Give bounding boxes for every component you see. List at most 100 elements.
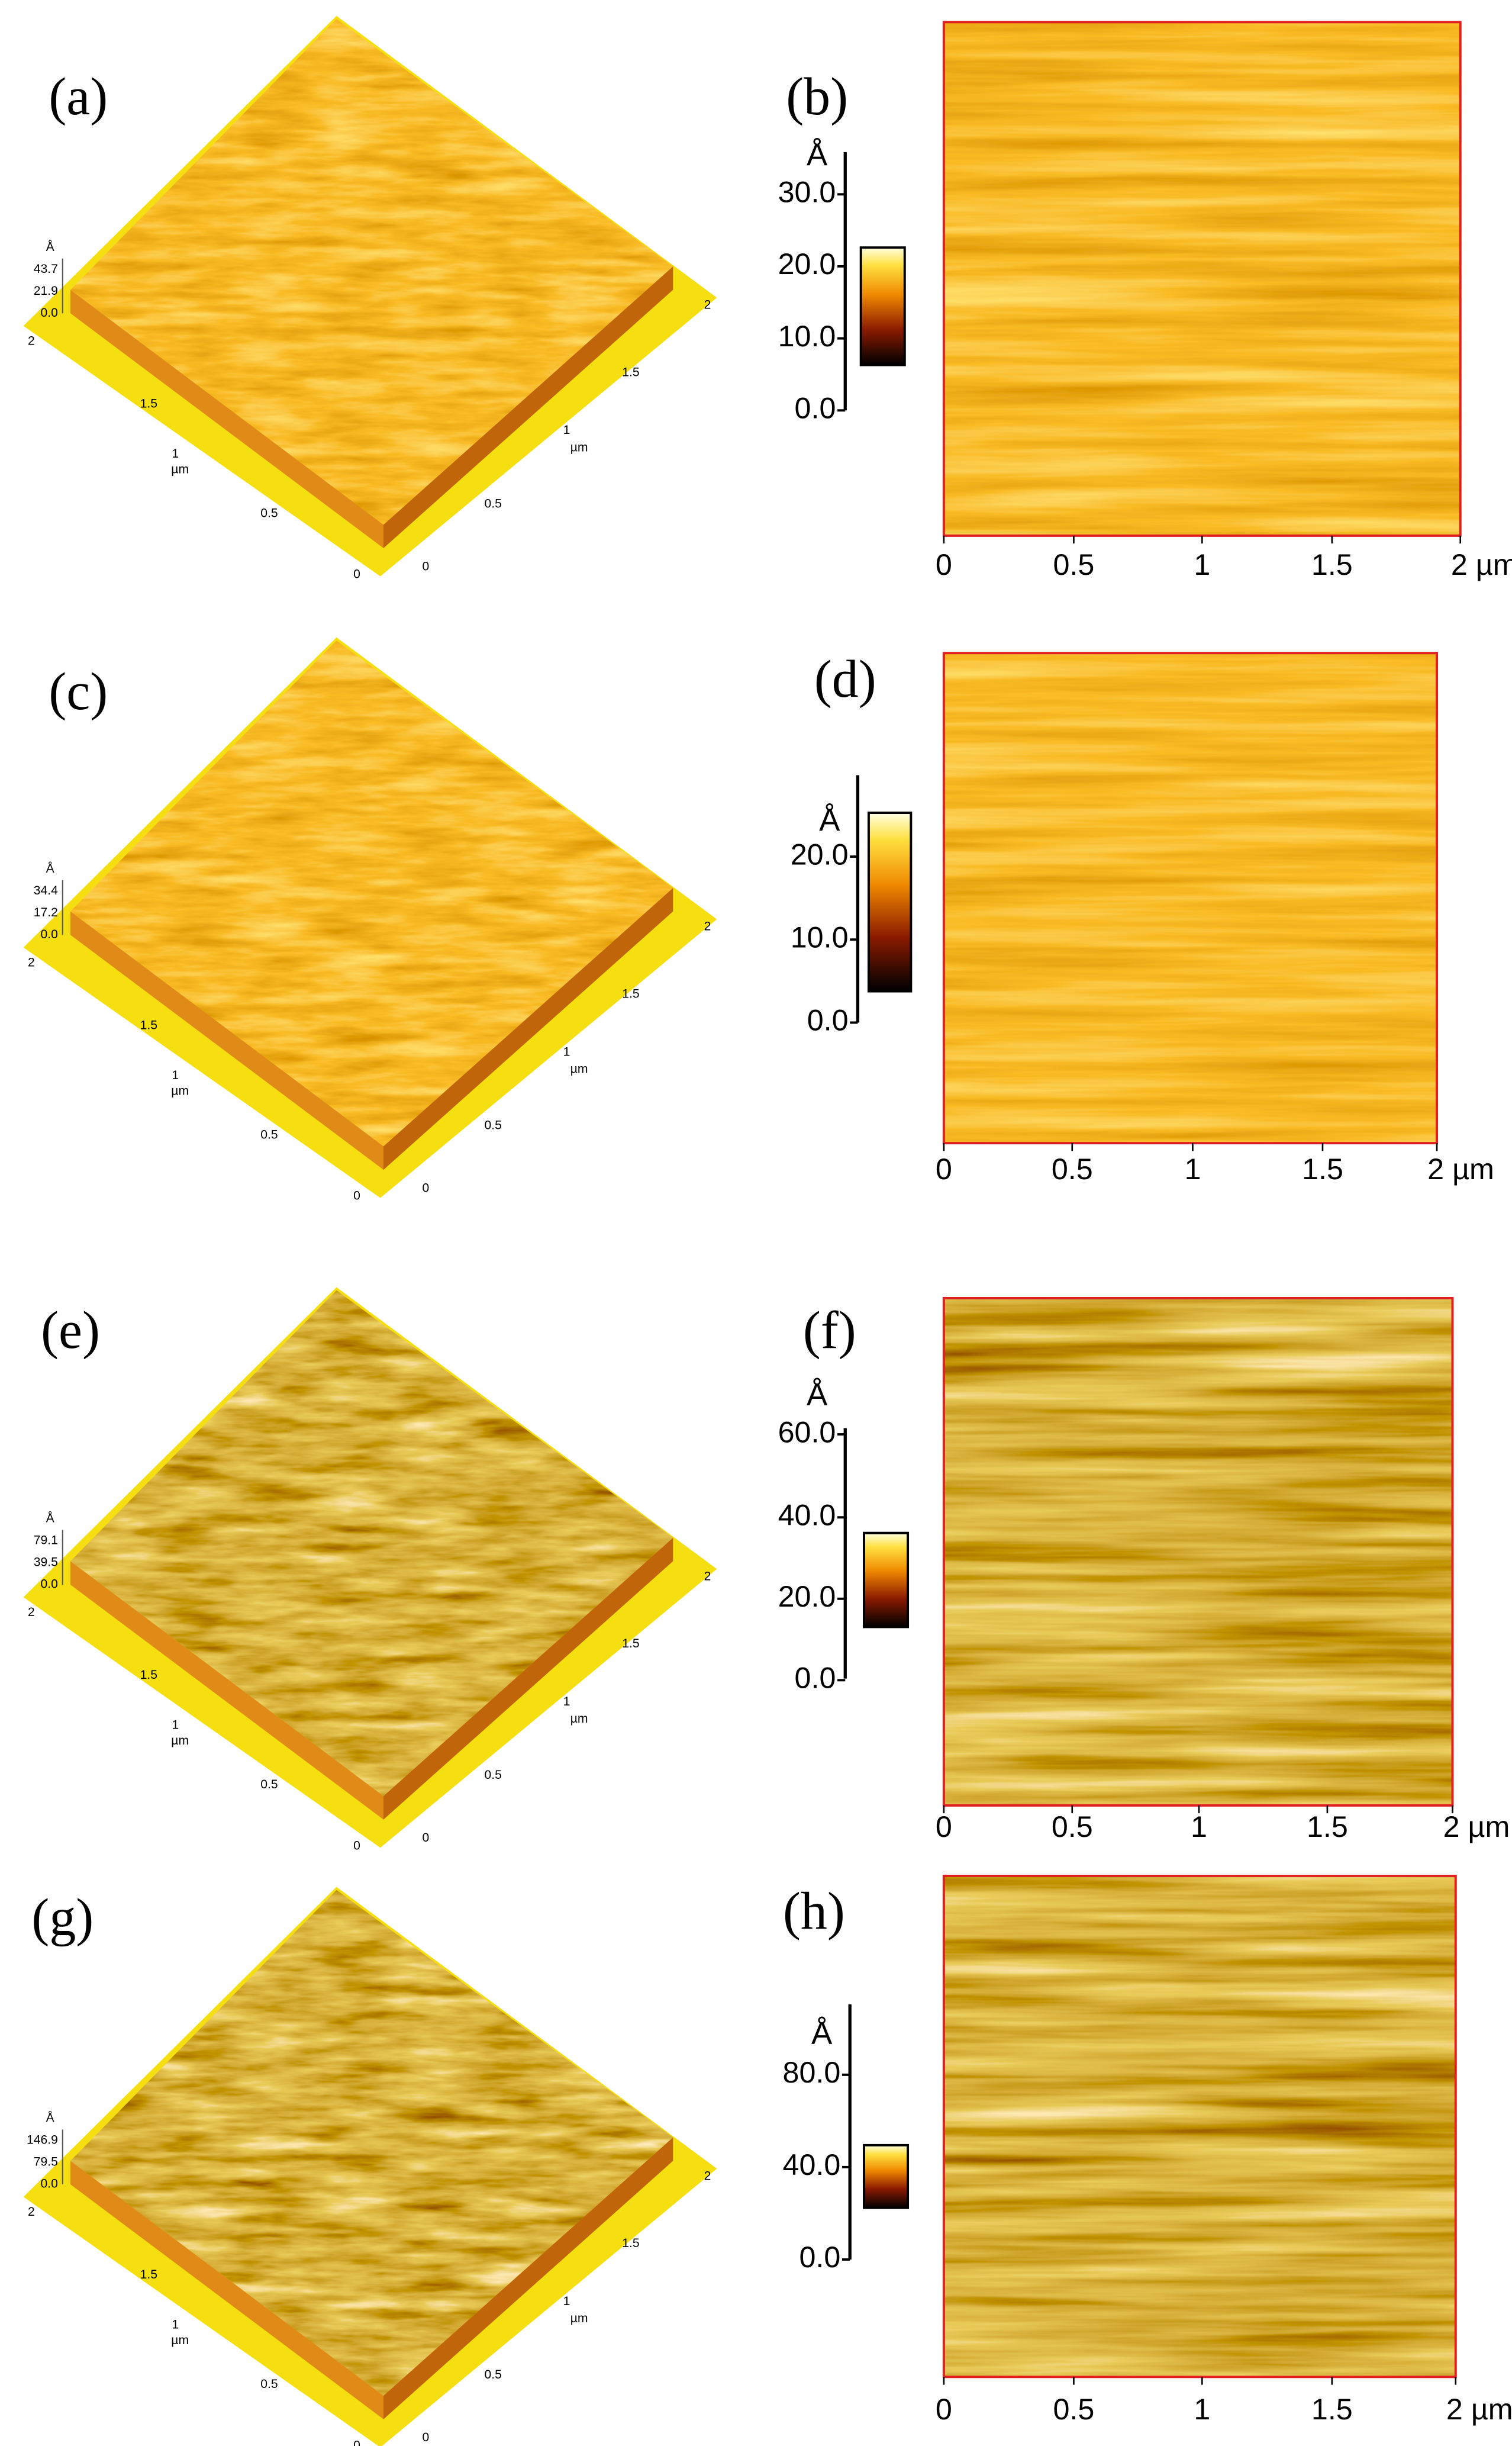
axis-label: µm [171, 2334, 189, 2347]
axis-label: 0.5 [484, 497, 501, 511]
axis-label: 2 [704, 298, 711, 312]
z-tick-label: 39.5 [34, 1556, 58, 1569]
axis-label: 0.5 [260, 1778, 278, 1791]
z-tick-label: 79.1 [34, 1534, 58, 1547]
scale-unit: Å [811, 2016, 833, 2051]
x-tick-label: 0.5 [1053, 548, 1094, 581]
panel-label: (d) [814, 650, 876, 709]
axis-label: 2 [704, 2169, 711, 2183]
side-face [383, 2137, 673, 2419]
z-unit: Å [46, 861, 55, 876]
scale-tick-label: 20.0 [778, 1580, 836, 1613]
axis-label: 2 [704, 1569, 711, 1583]
z-tick-label: 0.0 [40, 2177, 57, 2191]
axis-label: 1 [172, 1718, 179, 1732]
scale-tick-label: 30.0 [778, 176, 836, 209]
z-tick-label: 79.5 [34, 2155, 58, 2169]
panel-label: (c) [49, 662, 108, 721]
axis-label: µm [570, 2312, 588, 2325]
side-face [70, 289, 384, 549]
x-tick-label: 0 [936, 2393, 952, 2426]
z-tick-label: 0.0 [40, 306, 57, 320]
axis-label: 1.5 [140, 1018, 157, 1032]
axis-label: µm [171, 1734, 189, 1747]
afm-image [943, 22, 1461, 536]
z-tick-label: 34.4 [34, 884, 58, 897]
z-unit: Å [46, 240, 55, 254]
scale-tick-label: 20.0 [791, 838, 849, 871]
axis-label: 1.5 [622, 2236, 639, 2250]
axis-label: µm [570, 1712, 588, 1726]
axis-label: 0.5 [484, 1119, 501, 1132]
panel-label: (a) [49, 67, 108, 126]
scale-tick-label: 10.0 [778, 320, 836, 353]
panel-label: (f) [803, 1301, 856, 1360]
axis-label: 1 [172, 447, 179, 461]
side-face [383, 887, 673, 1170]
axis-label: 0 [423, 559, 430, 573]
scale-tick-label: 0.0 [807, 1004, 849, 1037]
axis-label: 0 [423, 1831, 430, 1845]
x-tick-label: 1.5 [1311, 2393, 1353, 2426]
axis-label: 1.5 [622, 1637, 639, 1650]
axis-label: 0 [353, 1189, 360, 1203]
x-tick-label: 0 [936, 1153, 952, 1186]
axis-label: 0 [353, 568, 360, 581]
image-border [942, 1874, 1457, 2379]
axis-label: 1 [563, 1045, 570, 1058]
axis-label: 1.5 [622, 365, 639, 379]
axis-label: 0.5 [260, 506, 278, 520]
axis-label: 1 [172, 2318, 179, 2332]
side-face [70, 1561, 384, 1820]
z-tick-label: 0.0 [40, 928, 57, 941]
x-tick-label: 1.5 [1307, 1810, 1348, 1843]
panel-label: (e) [41, 1301, 100, 1360]
axis-label: 2 [28, 2205, 35, 2219]
scale-tick-label: 80.0 [783, 2056, 841, 2089]
axis-label: 1.5 [140, 2268, 157, 2281]
panel-label: (h) [783, 1882, 845, 1940]
z-tick-label: 21.9 [34, 284, 58, 298]
axis-label: 1.5 [140, 397, 157, 410]
axis-label: 1 [172, 1068, 179, 1082]
axis-label: 1 [563, 2294, 570, 2308]
z-unit: Å [46, 2110, 55, 2125]
axis-label: 0 [423, 2431, 430, 2444]
panel-label: (g) [31, 1888, 94, 1947]
image-border [942, 652, 1439, 1145]
color-bar [863, 2144, 910, 2209]
x-tick-label: 2 µm [1443, 1810, 1510, 1843]
scale-tick-label: 20.0 [778, 247, 836, 281]
x-tick-label: 0 [936, 1810, 952, 1843]
axis-label: 1.5 [622, 987, 639, 1000]
x-tick-label: 1 [1191, 1810, 1207, 1843]
scale-tick-label: 0.0 [799, 2241, 840, 2274]
z-tick-label: 43.7 [34, 262, 58, 276]
axis-label: 1 [563, 1695, 570, 1708]
axis-label: µm [171, 1084, 189, 1098]
x-tick-label: 2 µm [1451, 548, 1512, 581]
axis-label: µm [570, 440, 588, 454]
x-tick-label: 1 [1184, 1153, 1201, 1186]
z-unit: Å [46, 1511, 55, 1525]
axis-label: 0 [353, 1839, 360, 1852]
axis-label: 0.5 [484, 2368, 501, 2381]
axis-label: 0 [423, 1181, 430, 1195]
side-face [383, 266, 673, 549]
x-tick-label: 1 [1194, 2393, 1210, 2426]
x-tick-label: 2 µm [1427, 1153, 1494, 1186]
scale-unit: Å [819, 803, 840, 838]
axis-label: 0 [353, 2438, 360, 2446]
color-bar [859, 246, 906, 366]
z-tick-label: 146.9 [27, 2133, 58, 2147]
afm-image [943, 1298, 1453, 1805]
x-tick-label: 0.5 [1052, 1153, 1093, 1186]
x-tick-label: 1.5 [1311, 548, 1353, 581]
axis-label: 2 [704, 920, 711, 934]
z-tick-label: 0.0 [40, 1578, 57, 1591]
scale-tick-label: 0.0 [795, 1662, 836, 1695]
color-bar [867, 812, 913, 993]
axis-label: 1 [563, 423, 570, 437]
scale-tick-label: 40.0 [778, 1499, 836, 1532]
